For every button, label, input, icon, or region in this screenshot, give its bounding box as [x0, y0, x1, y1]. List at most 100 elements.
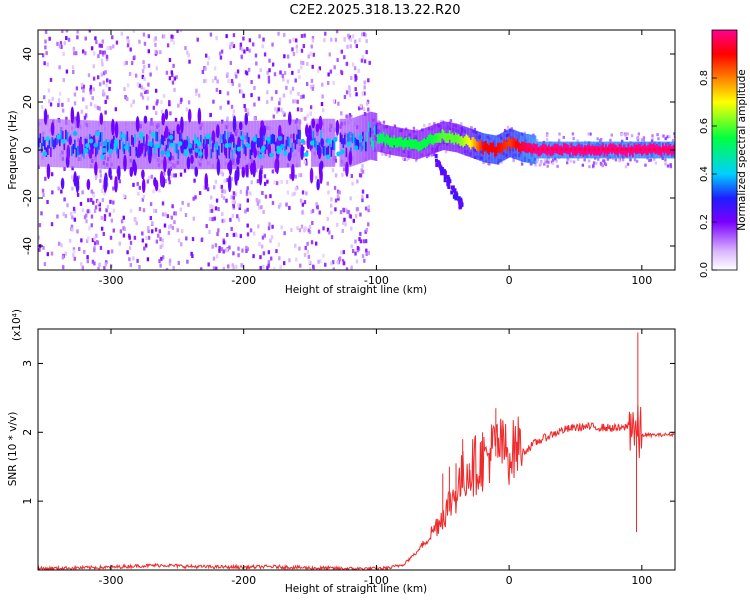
noise-cell	[365, 50, 368, 55]
noise-cell	[73, 51, 76, 56]
noise-cell	[306, 241, 309, 246]
ridge-core	[596, 145, 598, 156]
noise-cell	[351, 34, 355, 39]
noise-cell	[345, 90, 349, 95]
noise-cell	[596, 137, 599, 141]
noise-cell	[340, 71, 344, 76]
noise-cell	[306, 249, 309, 254]
ridge-core	[446, 133, 448, 143]
ridge-peak	[546, 148, 549, 151]
noise-cell	[72, 206, 76, 211]
noise-cell	[363, 91, 366, 96]
noise-cell	[212, 256, 216, 261]
noise-cell	[91, 259, 95, 264]
noise-cell	[152, 208, 156, 213]
noise-cell	[290, 228, 293, 233]
noise-cell	[321, 108, 325, 113]
noise-cell	[141, 238, 145, 243]
noise-cell	[651, 134, 654, 138]
ridge-core	[599, 146, 601, 157]
noise-cell	[93, 248, 96, 253]
noise-cell	[253, 116, 257, 121]
noise-cell	[168, 258, 172, 263]
noise-cell	[192, 196, 195, 201]
noise-cell	[59, 41, 63, 46]
noise-cell	[160, 256, 163, 261]
noise-cell	[71, 215, 74, 220]
tail-cell	[435, 163, 439, 168]
ridge-core	[392, 138, 394, 148]
noise-cell	[103, 191, 106, 196]
noise-cell	[364, 239, 368, 244]
ridge-core	[323, 146, 325, 156]
ridge-core	[653, 142, 655, 153]
noise-cell	[367, 78, 370, 83]
noise-cell	[309, 84, 313, 89]
ridge-core	[390, 137, 393, 147]
noise-cell	[95, 40, 98, 45]
noise-cell	[229, 217, 232, 222]
ridge-core	[521, 141, 523, 152]
noise-cell	[63, 41, 67, 46]
ridge-core	[575, 146, 577, 157]
ridge-peak	[536, 148, 540, 151]
noise-cell	[301, 61, 305, 66]
noise-cell	[232, 265, 235, 270]
noise-cell	[624, 165, 628, 169]
noise-cell	[336, 58, 339, 63]
noise-cell	[610, 133, 613, 137]
noise-cell	[382, 120, 386, 124]
ridge-core	[333, 140, 336, 151]
noise-cell	[170, 173, 174, 178]
ridge-core	[423, 138, 426, 148]
ridge-core	[347, 133, 349, 144]
noise-cell	[105, 83, 109, 88]
noise-cell	[401, 157, 405, 161]
noise-cell	[200, 267, 203, 270]
noise-cell	[64, 251, 68, 256]
noise-cell	[47, 99, 51, 104]
noise-cell	[243, 49, 246, 54]
ridge-core	[476, 141, 478, 151]
noise-cell	[653, 157, 656, 161]
noise-cell	[506, 125, 510, 129]
ridge-speck	[187, 143, 193, 149]
noise-cell	[355, 259, 359, 264]
noise-cell	[342, 167, 346, 172]
noise-cell	[254, 53, 258, 58]
ridge-speck	[42, 151, 48, 157]
ridge-blob	[117, 165, 121, 181]
noise-cell	[159, 237, 162, 242]
noise-cell	[271, 200, 275, 205]
noise-cell	[63, 197, 66, 202]
noise-cell	[213, 185, 216, 190]
noise-cell	[334, 158, 337, 163]
noise-cell	[65, 116, 68, 121]
noise-cell	[335, 30, 339, 34]
ridge-core	[524, 142, 526, 153]
ridge-halo	[339, 118, 342, 167]
ridge-blob	[43, 108, 48, 125]
ridge-core	[351, 133, 354, 144]
ridge-blob	[311, 118, 316, 129]
ridge-core	[582, 147, 585, 157]
ridge-blob	[68, 135, 73, 146]
noise-cell	[154, 209, 158, 214]
ridge-core	[641, 146, 643, 156]
noise-cell	[160, 100, 163, 105]
ridge-core	[204, 136, 207, 147]
noise-cell	[165, 267, 169, 270]
ridge-core	[453, 135, 456, 145]
noise-cell	[230, 79, 234, 84]
noise-cell	[171, 225, 175, 230]
ridge-blob	[287, 152, 292, 162]
ridge-core	[441, 128, 444, 139]
ridge-halo	[371, 111, 373, 160]
tail-cell	[440, 169, 444, 174]
noise-cell	[211, 204, 214, 209]
ridge-core	[461, 135, 463, 146]
ridge-core	[519, 143, 522, 154]
ridge-core	[123, 144, 126, 154]
noise-cell	[583, 158, 586, 162]
noise-cell	[42, 193, 45, 198]
